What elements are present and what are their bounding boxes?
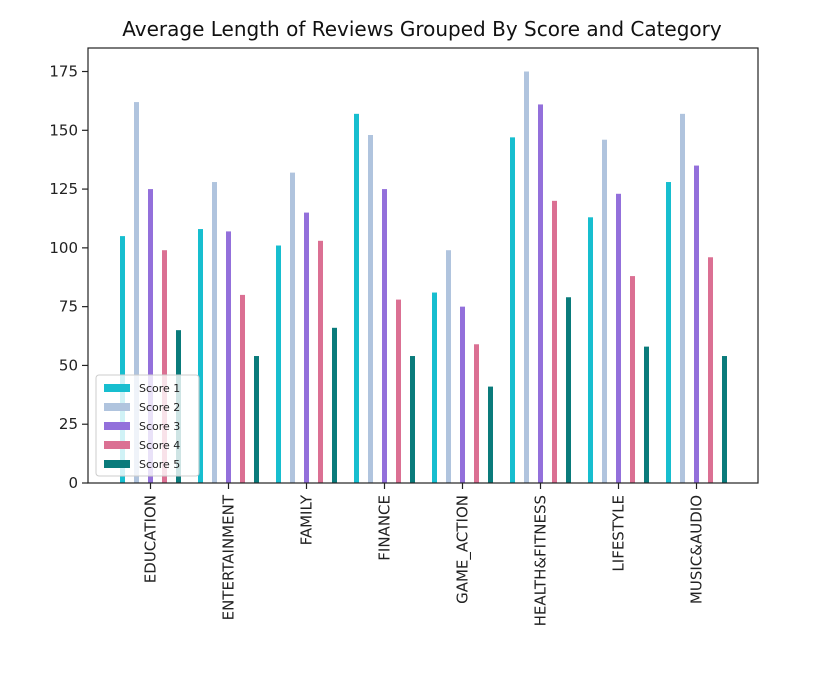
legend-label: Score 1 [139, 382, 180, 395]
y-tick-label: 25 [59, 415, 78, 433]
y-tick-label: 75 [59, 298, 78, 316]
legend: Score 1 Score 2 Score 3 Score 4 Score 5 [95, 374, 200, 477]
bar-score-5 [566, 297, 571, 483]
bar-score-1 [666, 182, 671, 483]
legend-swatch [104, 403, 130, 411]
bar-score-5 [410, 356, 415, 483]
bar-score-4 [630, 276, 635, 483]
x-tick-label: FAMILY [298, 494, 316, 545]
x-tick-label: EDUCATION [142, 495, 160, 583]
bar-score-4 [708, 257, 713, 483]
x-tick-label: LIFESTYLE [610, 495, 628, 572]
bar-score-3 [538, 104, 543, 483]
bar-score-2 [290, 172, 295, 483]
bar-score-3 [148, 189, 153, 483]
bar-score-4 [396, 299, 401, 483]
bar-score-2 [524, 71, 529, 483]
axes-frame [87, 47, 759, 484]
bar-score-2 [134, 102, 139, 483]
bar-score-5 [332, 327, 337, 483]
legend-swatch [104, 460, 130, 468]
bar-score-3 [616, 193, 621, 483]
bar-score-5 [722, 356, 727, 483]
y-tick-label: 125 [49, 180, 78, 198]
legend-label: Score 5 [139, 458, 180, 471]
bar-score-1 [510, 137, 515, 483]
bar-score-1 [276, 245, 281, 483]
chart-title: Average Length of Reviews Grouped By Sco… [122, 17, 722, 41]
legend-swatch [104, 441, 130, 449]
bar-score-1 [120, 236, 125, 483]
bar-score-4 [162, 250, 167, 483]
bar-score-2 [602, 139, 607, 483]
legend-swatch [104, 384, 130, 392]
plot-area [120, 71, 727, 484]
bar-score-2 [446, 250, 451, 483]
legend-label: Score 2 [139, 401, 180, 414]
bar-score-4 [552, 200, 557, 484]
y-tick-label: 50 [59, 356, 78, 374]
y-tick-label: 100 [49, 239, 78, 257]
y-tick-label: 175 [49, 63, 78, 81]
legend-label: Score 3 [139, 420, 180, 433]
bar-score-2 [680, 113, 685, 484]
bar-score-2 [368, 135, 373, 483]
x-tick-label: GAME_ACTION [454, 495, 473, 604]
x-axis: EDUCATION ENTERTAINMENT FAMILY FINANCE GAME_… [142, 483, 706, 626]
bar-score-4 [240, 294, 245, 483]
y-axis: 0 25 50 75 100 125 150 175 [49, 63, 88, 492]
bar-score-5 [644, 346, 649, 483]
bar-score-3 [694, 165, 699, 483]
bar-score-1 [354, 113, 359, 484]
bar-score-5 [254, 356, 259, 483]
x-tick-label: FINANCE [376, 495, 394, 561]
bar-score-1 [198, 229, 203, 483]
bar-score-5 [488, 386, 493, 483]
legend-box [95, 374, 200, 477]
bar-score-1 [432, 292, 437, 483]
legend-swatch [104, 422, 130, 430]
bar-score-3 [382, 189, 387, 483]
legend-label: Score 4 [139, 439, 180, 452]
bar-score-3 [460, 306, 465, 483]
bar-score-4 [474, 344, 479, 483]
bar-score-3 [304, 212, 309, 483]
bar-score-3 [226, 231, 231, 483]
bar-score-1 [588, 217, 593, 483]
y-tick-label: 150 [49, 121, 78, 139]
x-tick-label: ENTERTAINMENT [220, 494, 238, 620]
bar-score-2 [212, 182, 217, 483]
x-tick-label: HEALTH&FITNESS [532, 495, 550, 626]
x-tick-label: MUSIC&AUDIO [688, 495, 706, 604]
y-tick-label: 0 [68, 474, 78, 492]
bar-score-4 [318, 240, 323, 483]
